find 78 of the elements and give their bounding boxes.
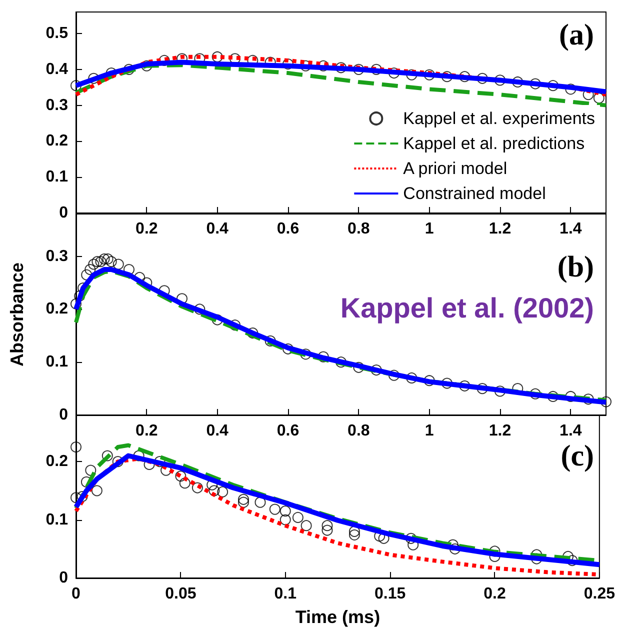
point	[280, 514, 291, 526]
x-tick-label: 0.8	[348, 422, 370, 440]
point	[322, 524, 333, 536]
annotation: (a)	[559, 18, 594, 52]
point	[95, 256, 106, 268]
x-tick-label: 1.2	[488, 422, 512, 440]
x-tick-label: 0.8	[348, 220, 370, 238]
x-tick-label: 1.4	[560, 422, 582, 440]
point	[212, 51, 223, 62]
point	[269, 504, 280, 515]
point	[84, 264, 96, 276]
legend-label: Kappel et al. predictions	[403, 134, 585, 153]
y-tick-label: 0.3	[46, 248, 68, 265]
point	[179, 478, 190, 489]
point	[70, 442, 82, 453]
annotation: (c)	[560, 440, 594, 472]
y-tick-label: 0.5	[46, 25, 68, 42]
point	[175, 470, 186, 482]
point	[91, 485, 102, 496]
x-tick-label: 0.15	[374, 586, 406, 602]
x-tick-label: 0.6	[276, 220, 300, 238]
point	[280, 506, 291, 517]
point	[238, 496, 249, 508]
y-tick-label: 0.1	[46, 168, 68, 186]
y-tick-label: 0	[59, 204, 68, 222]
point	[208, 485, 220, 496]
point	[300, 520, 312, 532]
x-tick-label: 0.2	[484, 586, 506, 602]
x-tick-label: 0	[72, 586, 81, 602]
point	[192, 482, 203, 494]
x-tick-label: 0.05	[165, 586, 196, 602]
legend-label: Kappel et al. experiments	[403, 109, 596, 128]
point	[102, 450, 113, 462]
annotation: (b)	[557, 250, 594, 284]
point	[70, 298, 82, 310]
legend-label: A priori model	[403, 159, 508, 178]
point	[593, 92, 604, 104]
line-series	[74, 63, 608, 108]
x-tick-label: 0.25	[584, 586, 616, 602]
point	[217, 486, 228, 498]
x-tick-label: 1.2	[488, 220, 512, 238]
x-tick-label: 1	[424, 422, 434, 440]
y-tick-label: 0.1	[46, 354, 68, 371]
y-tick-label: 0.1	[46, 511, 68, 528]
point	[238, 494, 249, 505]
x-tick-label: 0.4	[206, 220, 229, 238]
y-tick-label: 0.2	[46, 132, 68, 150]
point	[70, 80, 82, 92]
point	[322, 520, 333, 532]
point	[85, 464, 96, 476]
point	[348, 529, 360, 540]
annotation: Kappel et al. (2002)	[340, 292, 594, 324]
point	[348, 526, 360, 537]
point	[98, 253, 110, 264]
x-tick-label: 1.4	[560, 220, 582, 238]
x-tick-label: 0.4	[206, 422, 229, 440]
x-tick-label: 0.1	[274, 586, 297, 602]
y-tick-label: 0.2	[46, 453, 68, 470]
legend-label: Constrained model	[403, 184, 546, 203]
x-axis-title: Time (ms)	[295, 607, 380, 627]
point	[112, 258, 124, 270]
point	[88, 258, 100, 270]
point	[92, 256, 103, 268]
point	[112, 456, 124, 468]
x-tick-label: 0.2	[136, 422, 158, 440]
y-tick-label: 0.4	[46, 60, 68, 78]
y-tick-label: 0	[59, 406, 68, 424]
x-tick-label: 0.2	[136, 220, 158, 238]
y-tick-label: 0	[59, 570, 68, 586]
point	[106, 256, 117, 268]
point	[254, 496, 266, 508]
y-tick-label: 0.2	[46, 300, 68, 318]
y-axis-title: Absorbance	[7, 262, 27, 367]
x-tick-label: 0.6	[276, 422, 300, 440]
point	[102, 253, 114, 264]
y-tick-label: 0.3	[46, 96, 68, 114]
point	[292, 512, 304, 523]
x-tick-label: 1	[424, 220, 434, 238]
